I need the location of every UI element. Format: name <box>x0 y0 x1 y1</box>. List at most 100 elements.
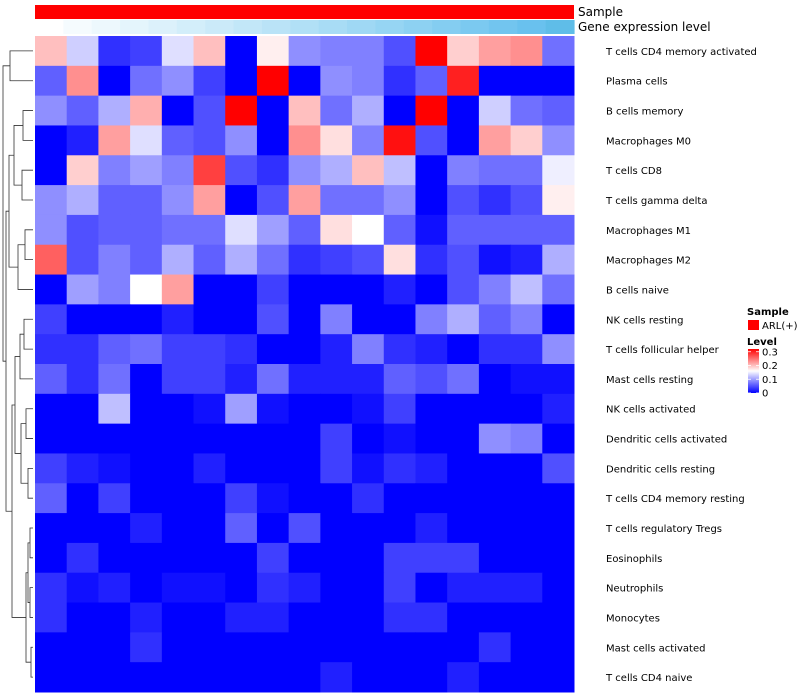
heatmap-cell <box>225 125 258 156</box>
heatmap-cell <box>542 483 575 514</box>
heatmap-cell <box>225 602 258 633</box>
heatmap-cell <box>320 632 353 663</box>
heatmap-cell <box>478 274 512 305</box>
heatmap-cell <box>161 393 195 425</box>
heatmap-cell <box>383 65 416 97</box>
row-label: Macrophages M2 <box>606 256 691 267</box>
gene-expression-annotation-cell <box>233 20 263 34</box>
heatmap-cell <box>383 214 416 246</box>
heatmap-cell <box>320 423 353 454</box>
heatmap-cell <box>542 423 575 454</box>
heatmap-cell <box>352 483 385 514</box>
heatmap-cell <box>288 334 321 365</box>
heatmap-cell <box>320 244 353 276</box>
heatmap-cell <box>130 304 163 335</box>
dendrogram-branch <box>2 65 10 362</box>
heatmap-cell <box>256 185 290 216</box>
heatmap-cell <box>161 632 195 663</box>
dendrogram-branch <box>22 110 33 141</box>
heatmap-cell <box>256 125 290 156</box>
row-label: B cells naive <box>606 285 669 296</box>
heatmap-cell <box>510 483 543 514</box>
heatmap-cell <box>478 513 512 544</box>
heatmap-cell <box>66 274 99 305</box>
heatmap-cell <box>98 453 131 484</box>
heatmap-cell <box>510 185 543 216</box>
heatmap-cell <box>478 662 512 693</box>
heatmap-cell <box>225 364 258 395</box>
heatmap-cell <box>447 36 480 67</box>
heatmap-cell <box>352 155 385 186</box>
dendrogram-branch <box>11 404 26 618</box>
heatmap-cell <box>447 214 480 246</box>
heatmap-cell <box>161 542 195 574</box>
heatmap-cell <box>66 662 99 693</box>
heatmap-cell <box>66 185 99 216</box>
heatmap-cell <box>510 393 543 425</box>
heatmap-cell <box>98 662 131 693</box>
heatmap-cell <box>98 572 131 604</box>
heatmap-cell <box>383 95 416 126</box>
heatmap-cell <box>510 65 543 97</box>
heatmap-cell <box>66 632 99 663</box>
heatmap-cell <box>288 572 321 604</box>
heatmap-cell <box>130 542 163 574</box>
heatmap-cell <box>510 304 543 335</box>
heatmap-cell <box>66 65 99 97</box>
heatmap-cell <box>510 36 543 67</box>
heatmap-cell <box>130 423 163 454</box>
heatmap-cell <box>98 602 131 633</box>
row-label: Plasma cells <box>606 77 668 88</box>
heatmap-cell <box>98 334 131 365</box>
sample-annotation-bar <box>35 5 574 19</box>
heatmap-cell <box>352 662 385 693</box>
heatmap-cell <box>510 364 543 395</box>
heatmap-cell <box>478 155 512 186</box>
heatmap-cell <box>447 632 480 663</box>
heatmap-cell <box>35 185 68 216</box>
heatmap-cell <box>161 453 195 484</box>
heatmap-cell <box>66 155 99 186</box>
heatmap-cell <box>193 393 226 425</box>
heatmap-cell <box>415 632 448 663</box>
heatmap-cell <box>352 244 385 276</box>
heatmap-cell <box>383 542 416 574</box>
heatmap-cell <box>161 65 195 97</box>
heatmap-cell <box>225 632 258 663</box>
heatmap-cell <box>415 453 448 484</box>
row-label: Dendritic cells resting <box>606 464 715 475</box>
heatmap-cell <box>225 36 258 67</box>
heatmap-cell <box>98 125 131 156</box>
heatmap-cell <box>510 513 543 544</box>
heatmap-cell <box>193 632 226 663</box>
heatmap-cell <box>288 602 321 633</box>
heatmap-cell <box>320 572 353 604</box>
row-label: T cells CD4 memory resting <box>605 494 745 505</box>
gene-expression-annotation-cell <box>290 20 320 34</box>
heatmap-cell <box>161 185 195 216</box>
heatmap-cell <box>415 304 448 335</box>
heatmap-cell <box>193 423 226 454</box>
heatmap-cell <box>98 36 131 67</box>
row-label: Macrophages M0 <box>606 136 691 147</box>
heatmap-cell <box>320 185 353 216</box>
dendrogram-branch <box>17 244 33 290</box>
heatmap-cell <box>193 513 226 544</box>
heatmap-cell <box>256 334 290 365</box>
gene-expression-annotation-cell <box>375 20 405 34</box>
heatmap-cell <box>256 423 290 454</box>
heatmap-cell <box>130 572 163 604</box>
heatmap-cell <box>193 274 226 305</box>
heatmap-cell <box>352 602 385 633</box>
heatmap-cell <box>415 125 448 156</box>
heatmap-cell <box>415 364 448 395</box>
heatmap-cell <box>225 95 258 126</box>
legend-level-tick-label: 0 <box>762 389 768 400</box>
heatmap-cell <box>415 662 448 693</box>
heatmap-cell <box>542 36 575 67</box>
heatmap-cell <box>352 453 385 484</box>
heatmap-cell <box>35 662 68 693</box>
heatmap-cell <box>320 662 353 693</box>
heatmap-cell <box>98 185 131 216</box>
column-annotation-bars <box>35 5 575 34</box>
